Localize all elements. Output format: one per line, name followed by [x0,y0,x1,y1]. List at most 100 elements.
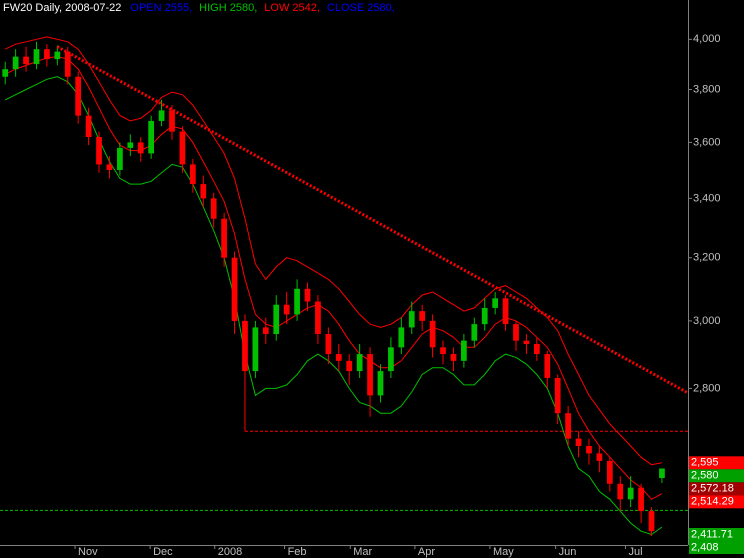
candle-body [315,301,321,335]
candle-body [346,360,353,372]
candle-body [179,131,186,165]
candle-body [398,327,405,348]
candle-body [85,115,92,138]
candle-body [33,49,40,65]
candle-body [335,354,342,361]
x-tick-label: Mar [353,546,372,558]
candle-body [408,311,415,328]
candle-body [2,69,9,77]
x-tick-label: Jul [628,546,642,558]
candle-body [304,288,311,302]
header-item: LOW 2542, [264,2,320,14]
price-tag [689,482,744,496]
y-tick-label: 3,200 [693,252,721,264]
x-tick-label: Dec [153,546,173,558]
candle-body [137,142,144,154]
candle-body [575,438,582,446]
y-tick-label: 4,000 [693,33,721,45]
header-item: HIGH 2580, [199,2,257,14]
price-tag-label: 2,580 [691,470,719,482]
candle-body [44,49,50,60]
candle-body [23,56,29,65]
candle-body [96,137,102,165]
candle-body [75,76,82,116]
price-tag [689,541,744,555]
header: FW20 Daily, 2008-07-22 OPEN 2555, HIGH 25… [3,2,395,14]
candle-body [388,347,394,372]
x-tick-label: May [493,546,514,558]
candle-body [117,147,123,171]
candle-body [325,334,332,355]
band-line [4,56,663,500]
x-tick-label: Nov [78,546,98,558]
candle-body [294,288,300,315]
candle-body [64,51,71,77]
price-tag-label: 2,514.29 [691,496,734,508]
band-line [4,76,663,536]
price-tag [689,456,744,470]
chart-title: FW20 Daily, 2008-07-22 [3,2,121,14]
header-item: CLOSE 2580, [327,2,395,14]
candle-body [596,453,603,461]
candle-body [189,164,196,185]
candle-body [648,511,655,532]
candle-body [54,51,61,60]
candle-body [554,377,561,414]
candle-body [461,340,467,361]
header-item: OPEN 2555, [130,2,192,14]
x-tick-label: Jun [559,546,577,558]
price-tag-label: 2,595 [691,457,719,469]
candle-body [127,142,134,148]
candle-body [544,354,551,378]
candle-body [659,468,665,479]
band-line [4,36,662,466]
candle-body [450,354,457,361]
price-tag [689,469,744,483]
candle-body [523,340,530,344]
candle-body [158,110,165,121]
candle-body [533,343,540,355]
candle-body [262,327,269,335]
candle-body [148,120,155,154]
candle-body [377,371,384,396]
candle-body [606,460,613,484]
candle-body [283,304,290,315]
x-tick-label: 2008 [218,546,242,558]
candle-body [367,354,373,396]
candle-body [252,327,259,372]
candle-body [429,320,436,348]
candle-body [210,198,217,219]
candle-body [481,307,488,325]
candle-body [419,311,426,321]
candle-body [492,298,499,308]
candle-body [221,218,227,258]
candle-body [617,483,624,500]
candle-body [565,413,571,439]
candle-body [356,354,363,372]
price-tag-label: 2,411.71 [691,528,733,540]
price-tag-label: 2,572.18 [691,483,734,495]
candle-body [231,257,238,321]
candle-body [627,487,634,500]
candle-body [242,320,248,372]
x-tick-label: Feb [288,546,307,558]
candle-body [169,110,175,132]
y-tick-label: 3,000 [693,315,721,327]
candle-body [440,347,446,355]
x-tick-label: Apr [418,546,435,558]
price-tag-label: 2,408 [691,541,719,553]
y-tick-label: 3,600 [693,136,721,148]
price-tag [689,528,744,542]
y-tick-label: 3,800 [693,83,721,95]
candle-body [471,324,478,341]
candle-body [638,487,644,512]
candle-body [200,184,207,199]
candle-body [502,298,509,325]
y-tick-label: 3,400 [693,192,721,204]
candle-body [106,164,113,171]
plot-layer: 2,800 3,000 3,200 3,400 3,600 3,800 4,000 Nov De… [0,33,744,558]
candle-body [273,304,280,335]
y-tick-label: 2,800 [693,382,721,394]
